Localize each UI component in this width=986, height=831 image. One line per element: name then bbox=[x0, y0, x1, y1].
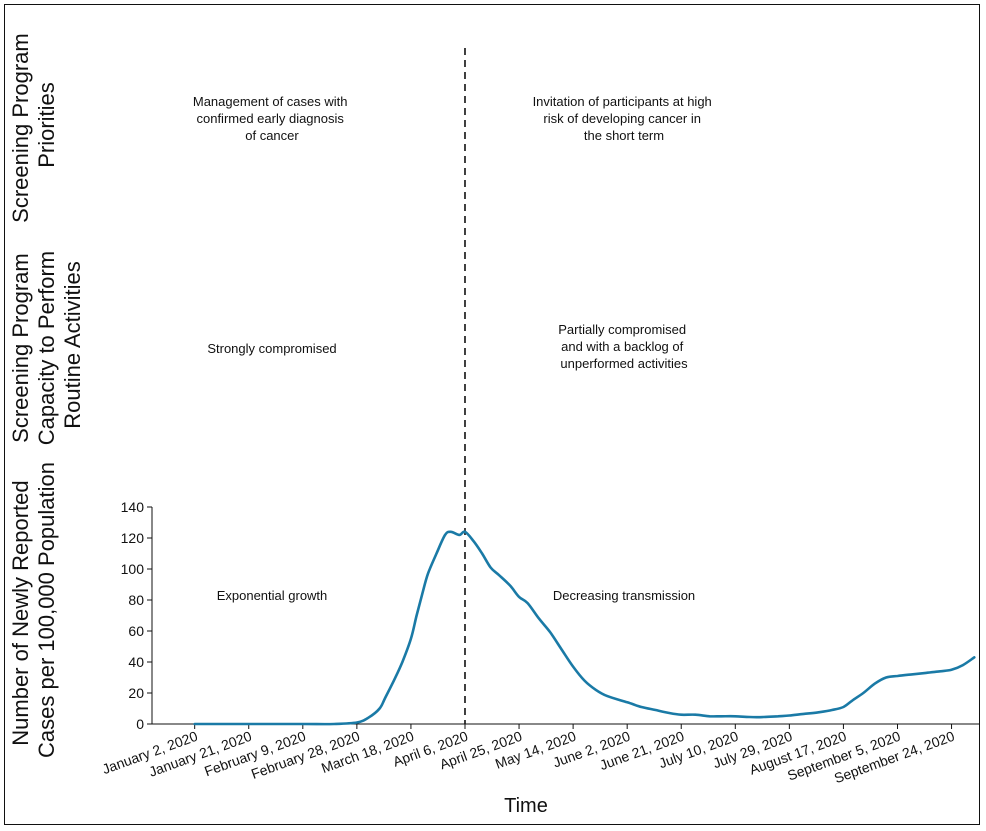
y-tick-label: 40 bbox=[128, 654, 144, 670]
y-tick-label: 120 bbox=[121, 530, 145, 546]
y-tick-label: 100 bbox=[121, 561, 145, 577]
y-tick-label: 140 bbox=[121, 499, 145, 515]
growth-note: Exponential growth bbox=[217, 588, 328, 603]
priorities-right-line-3: the short term bbox=[584, 128, 664, 143]
priorities-left-note: Management of cases with confirmed early… bbox=[193, 94, 351, 143]
figure-frame bbox=[4, 4, 980, 825]
priorities-right-line-2: risk of developing cancer in bbox=[543, 111, 701, 126]
capacity-right-line-3: unperformed activities bbox=[560, 356, 688, 371]
priorities-left-line-1: Management of cases with bbox=[193, 94, 348, 109]
capacity-left-line-1: Strongly compromised bbox=[207, 341, 336, 356]
capacity-right-note: Partially compromised and with a backlog… bbox=[558, 322, 690, 371]
capacity-title-line-2: Capacity to Perform bbox=[34, 251, 59, 445]
decreasing-note: Decreasing transmission bbox=[553, 588, 695, 603]
y-tick-label: 0 bbox=[136, 716, 144, 732]
y-tick-label: 20 bbox=[128, 685, 144, 701]
section-title-capacity: Screening Program Capacity to Perform Ro… bbox=[8, 245, 85, 446]
priorities-right-line-1: Invitation of participants at high bbox=[533, 94, 712, 109]
section-title-priorities: Screening Program Priorities bbox=[8, 27, 59, 223]
priorities-right-note: Invitation of participants at high risk … bbox=[533, 94, 716, 143]
capacity-title-line-1: Screening Program bbox=[8, 253, 33, 443]
capacity-left-note: Strongly compromised bbox=[207, 341, 336, 356]
priorities-left-line-3: of cancer bbox=[245, 128, 299, 143]
capacity-right-line-2: and with a backlog of bbox=[561, 339, 684, 354]
decreasing-note-line: Decreasing transmission bbox=[553, 588, 695, 603]
capacity-right-line-1: Partially compromised bbox=[558, 322, 686, 337]
y-axis-title: Number of Newly Reported Cases per 100,0… bbox=[8, 462, 59, 758]
capacity-title-line-3: Routine Activities bbox=[60, 261, 85, 429]
priorities-title-line-2: Priorities bbox=[34, 82, 59, 168]
cases-series-line bbox=[193, 530, 976, 726]
y-tick-label: 80 bbox=[128, 592, 144, 608]
y-axis-title-line-2: Cases per 100,000 Population bbox=[34, 462, 59, 758]
x-axis-title: Time bbox=[504, 795, 548, 817]
y-tick-label: 60 bbox=[128, 623, 144, 639]
priorities-title-line-1: Screening Program bbox=[8, 33, 33, 223]
y-ticks: 0 20 40 60 80 100 120 140 bbox=[121, 499, 152, 732]
priorities-left-line-2: confirmed early diagnosis bbox=[196, 111, 344, 126]
y-axis-title-line-1: Number of Newly Reported bbox=[8, 480, 33, 745]
growth-note-line: Exponential growth bbox=[217, 588, 328, 603]
